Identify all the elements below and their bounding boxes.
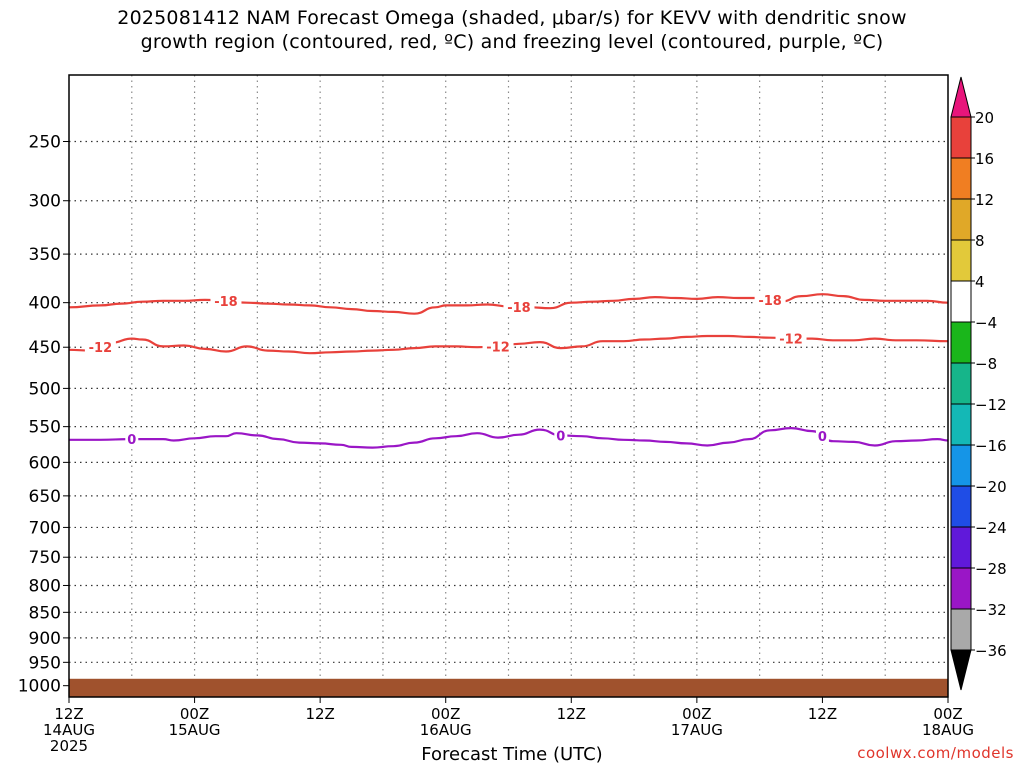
color-bar-label: −28 bbox=[975, 560, 1007, 578]
color-bar-swatch bbox=[950, 444, 972, 487]
contour-label-bg bbox=[554, 427, 568, 444]
contour-label: -18 bbox=[214, 295, 238, 310]
color-bar-bottom-arrow bbox=[950, 649, 972, 691]
vertical-gridlines bbox=[131, 75, 886, 697]
contour-label: -18 bbox=[507, 301, 531, 316]
color-bar-label: 16 bbox=[975, 150, 994, 168]
y-tick-label: 250 bbox=[29, 133, 61, 153]
color-bar-legend: 20 16 12 8 4 −4 −8 −12 −16 −20 −24 −28 −32 −36 bbox=[950, 76, 1007, 691]
y-tick-label: 900 bbox=[29, 629, 61, 649]
chart-title: 2025081412 NAM Forecast Omega (shaded, μ… bbox=[0, 6, 1024, 54]
color-bar-swatch bbox=[950, 362, 972, 405]
terrain-ground bbox=[69, 678, 948, 697]
x-tick-label: 2025 bbox=[50, 737, 88, 755]
x-tick-label: 14AUG bbox=[43, 721, 95, 739]
color-bar-swatch bbox=[950, 157, 972, 200]
color-bar-label: 4 bbox=[975, 273, 985, 291]
contour-label-bg bbox=[125, 431, 139, 448]
y-tick-label: 950 bbox=[29, 653, 61, 673]
contour-label-bg bbox=[482, 338, 514, 355]
y-tick-label: 850 bbox=[29, 603, 61, 623]
y-tick-label: 550 bbox=[29, 418, 61, 438]
x-axis-label: Forecast Time (UTC) bbox=[421, 744, 603, 765]
x-tick-label: 00Z bbox=[682, 705, 711, 723]
horizontal-gridlines bbox=[69, 140, 948, 687]
color-bar-swatch bbox=[950, 321, 972, 364]
color-bar-label: −36 bbox=[975, 642, 1007, 660]
x-tick-label: 15AUG bbox=[169, 721, 221, 739]
chart-title-line-2: growth region (contoured, red, ºC) and f… bbox=[140, 31, 884, 53]
contour-label-bg bbox=[775, 330, 807, 347]
plot-border bbox=[68, 74, 949, 698]
color-bar-label: −20 bbox=[975, 478, 1007, 496]
color-bar-swatch bbox=[950, 403, 972, 446]
x-tick-label: 00Z bbox=[933, 705, 962, 723]
contour-label-bg bbox=[84, 338, 116, 355]
contour-label: -12 bbox=[89, 341, 113, 356]
color-bar-swatch bbox=[950, 239, 972, 282]
y-axis-ticks: 250 300 350 400 450 500 550 600 650 700 750 800 850 9… bbox=[18, 133, 69, 697]
contour-label: -12 bbox=[779, 333, 803, 348]
color-bar-label: −8 bbox=[975, 355, 997, 373]
contour-label-bg bbox=[754, 291, 786, 308]
contour-lines: -18 -18 -18 -12 -12 -12 0 0 0 bbox=[68, 291, 949, 449]
y-tick-label: 400 bbox=[29, 294, 61, 314]
color-bar-swatch bbox=[950, 280, 972, 323]
color-bar-label: −24 bbox=[975, 519, 1007, 537]
y-tick-label: 500 bbox=[29, 379, 61, 399]
color-bar-top-arrow bbox=[950, 76, 972, 118]
y-tick-label: 750 bbox=[29, 548, 61, 568]
terrain-fill bbox=[69, 678, 948, 697]
color-bar-swatch bbox=[950, 198, 972, 241]
y-tick-label: 1000 bbox=[18, 677, 61, 697]
contour-label-bg bbox=[210, 292, 242, 309]
color-bar-swatch bbox=[950, 608, 972, 651]
color-bar-label: −12 bbox=[975, 396, 1007, 414]
color-bar-swatch bbox=[950, 567, 972, 610]
color-bar-label: −32 bbox=[975, 601, 1007, 619]
contour-label-bg bbox=[503, 298, 535, 315]
x-tick-label: 17AUG bbox=[671, 721, 723, 739]
x-tick-label: 12Z bbox=[54, 705, 83, 723]
x-tick-label: 12Z bbox=[305, 705, 334, 723]
y-tick-label: 450 bbox=[29, 338, 61, 358]
color-bar-label: 8 bbox=[975, 232, 985, 250]
y-tick-label: 800 bbox=[29, 576, 61, 596]
contour-label: 0 bbox=[556, 429, 565, 444]
contour-label: -18 bbox=[758, 294, 782, 309]
x-tick-label: 00Z bbox=[431, 705, 460, 723]
chart-title-line-1: 2025081412 NAM Forecast Omega (shaded, μ… bbox=[117, 7, 907, 29]
y-tick-label: 700 bbox=[29, 518, 61, 538]
color-bar-swatch bbox=[950, 526, 972, 569]
color-bar-label: −4 bbox=[975, 314, 997, 332]
plot-frame bbox=[68, 74, 949, 698]
contour-label: 0 bbox=[127, 433, 136, 448]
credit-text: coolwx.com/models bbox=[857, 744, 1014, 762]
contour-label: -12 bbox=[486, 340, 510, 355]
contour-label-bg bbox=[815, 428, 829, 445]
contour-line-0 bbox=[69, 426, 949, 449]
color-bar-swatch bbox=[950, 485, 972, 528]
x-tick-label: 18AUG bbox=[922, 721, 974, 739]
y-tick-label: 350 bbox=[29, 245, 61, 265]
x-tick-label: 00Z bbox=[180, 705, 209, 723]
color-bar-label: −16 bbox=[975, 437, 1007, 455]
color-bar-label: 20 bbox=[975, 109, 994, 127]
color-bar-label: 12 bbox=[975, 191, 994, 209]
x-tick-label: 12Z bbox=[557, 705, 586, 723]
y-tick-label: 300 bbox=[29, 192, 61, 212]
x-tick-label: 12Z bbox=[808, 705, 837, 723]
y-tick-label: 650 bbox=[29, 487, 61, 507]
contour-label: 0 bbox=[818, 430, 827, 445]
y-tick-label: 600 bbox=[29, 453, 61, 473]
x-tick-label: 16AUG bbox=[420, 721, 472, 739]
color-bar-swatch bbox=[950, 116, 972, 159]
